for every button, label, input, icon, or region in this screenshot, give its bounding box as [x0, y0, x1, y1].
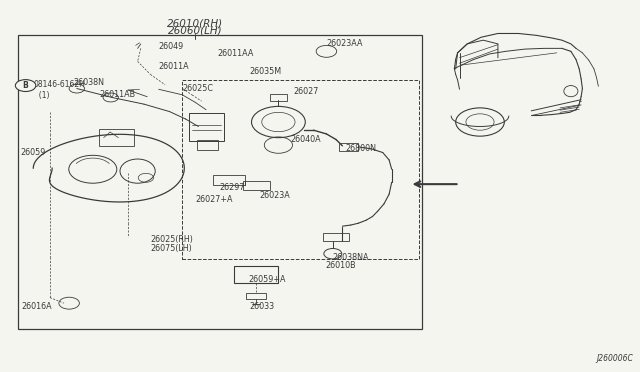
Text: 26025(RH): 26025(RH) — [150, 235, 193, 244]
Bar — [197, 140, 218, 150]
Text: 26011AB: 26011AB — [99, 90, 135, 99]
Bar — [323, 233, 349, 241]
Text: 26035M: 26035M — [250, 67, 282, 76]
Text: 08146-6162H
  (1): 08146-6162H (1) — [34, 80, 86, 100]
Text: 26049: 26049 — [159, 42, 184, 51]
Bar — [18, 35, 422, 329]
Text: 26060(LH): 26060(LH) — [168, 26, 223, 35]
Text: 26023AA: 26023AA — [326, 39, 363, 48]
Circle shape — [15, 80, 36, 92]
Text: 26040A: 26040A — [290, 135, 321, 144]
Text: 26016A: 26016A — [21, 302, 52, 311]
Bar — [182, 80, 419, 259]
Text: J260006C: J260006C — [596, 355, 634, 363]
Bar — [243, 181, 270, 190]
Text: 26010(RH): 26010(RH) — [167, 18, 223, 28]
Text: 26027: 26027 — [293, 87, 319, 96]
Bar — [246, 293, 266, 299]
Bar — [213, 175, 245, 185]
Bar — [339, 143, 358, 151]
Text: 26033: 26033 — [250, 302, 275, 311]
Text: 26011AA: 26011AA — [218, 49, 254, 58]
Text: 26038N: 26038N — [74, 78, 104, 87]
Text: 26025C: 26025C — [182, 84, 213, 93]
Bar — [99, 129, 134, 146]
Text: 26038NA: 26038NA — [333, 253, 369, 262]
Bar — [270, 94, 287, 101]
Text: 26027+A: 26027+A — [195, 195, 233, 203]
Text: 26011A: 26011A — [158, 62, 189, 71]
Text: 26075(LH): 26075(LH) — [150, 244, 192, 253]
Text: 26800N: 26800N — [346, 144, 376, 153]
Text: 26059+A: 26059+A — [248, 275, 286, 284]
Bar — [189, 113, 224, 141]
Text: 26023A: 26023A — [259, 191, 290, 200]
Text: 26010B: 26010B — [325, 262, 356, 270]
Text: B: B — [23, 81, 28, 90]
Bar — [234, 266, 278, 283]
Text: 26059: 26059 — [20, 148, 46, 157]
Text: 26297: 26297 — [220, 183, 245, 192]
